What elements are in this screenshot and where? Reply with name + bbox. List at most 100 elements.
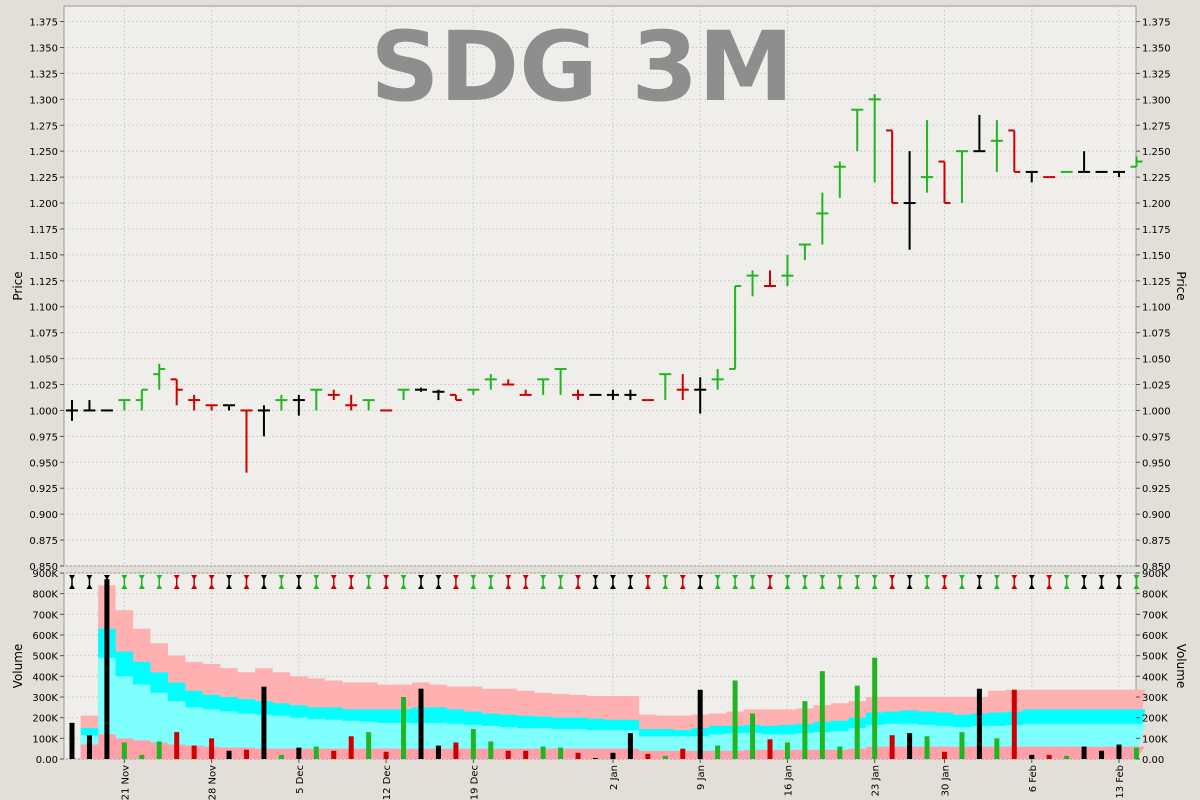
volume-bar [383,751,389,759]
direction-marker-tail [505,584,512,589]
volume-bar [558,747,564,759]
volume-bar [418,688,424,759]
direction-marker-head [400,575,407,580]
direction-marker [69,575,75,589]
price-tick-label: 1.175 [29,225,58,236]
ohlc-bar [310,388,323,411]
price-tick-label: 1.200 [29,199,58,210]
price-tick-label: 0.875 [29,536,58,547]
date-tick-label: 30 Jan [941,765,952,796]
direction-marker-tail [522,584,529,589]
direction-marker-head [679,575,686,580]
direction-marker-head [540,575,547,580]
volume-bar [610,752,616,759]
direction-marker-head [435,575,442,580]
ohlc-bar [83,400,96,412]
ohlc-bar [362,399,375,411]
direction-marker [976,575,983,589]
direction-marker-tail [1081,584,1088,589]
price-bars [66,94,1143,473]
volume-bar [732,680,738,759]
direction-marker-head [1028,575,1035,580]
price-tick-label: 1.175 [1142,225,1171,236]
direction-marker [138,575,145,589]
ohlc-bar [449,393,462,402]
direction-marker-tail [470,584,477,589]
price-tick-label: 0.850 [1142,562,1171,573]
price-axis-label-right: Price [1174,271,1188,300]
direction-marker-head [627,575,634,580]
ohlc-bar [257,405,270,437]
direction-marker-tail [191,584,198,589]
direction-marker [522,575,529,589]
direction-marker [627,575,634,589]
direction-marker-tail [976,584,983,589]
direction-marker [418,575,424,589]
direction-marker [1133,575,1140,589]
ohlc-bar [990,120,1003,172]
direction-marker-head [801,575,808,580]
volume-average-bands [80,585,1146,759]
volume-bar [802,701,808,759]
date-tick-label: 13 Feb [1115,765,1126,799]
direction-marker [714,575,721,589]
volume-tick-label: 0.00 [36,755,58,766]
direction-marker-head [295,575,302,580]
direction-marker [173,575,180,589]
direction-marker-tail [819,584,826,589]
direction-marker-tail [348,584,355,589]
price-tick-label: 1.300 [29,95,58,106]
price-tick-label: 0.925 [1142,484,1171,495]
direction-marker-head [173,575,180,580]
direction-marker-tail [714,584,721,589]
volume-bar [505,750,511,759]
direction-marker [575,575,582,589]
direction-marker [662,575,669,589]
direction-marker [1063,575,1070,589]
direction-marker-head [69,575,75,580]
direction-marker-tail [121,584,128,589]
direction-marker-head [487,575,494,580]
direction-marker-head [365,575,372,580]
direction-marker-head [575,575,582,580]
volume-tick-label: 300K [1142,693,1168,704]
direction-marker-tail [278,584,285,589]
direction-marker [348,575,355,589]
date-tick-label: 19 Dec [469,765,480,800]
volume-bar [139,754,145,759]
direction-marker-head [1081,575,1088,580]
direction-marker-head [592,575,599,580]
price-tick-label: 1.000 [1142,406,1171,417]
direction-marker [365,575,372,589]
volume-tick-label: 700K [1142,610,1168,621]
price-tick-label: 0.875 [1142,536,1171,547]
volume-bar [593,757,598,759]
ohlc-bar [1078,151,1091,173]
ohlc-bar [1025,170,1038,183]
direction-marker [1046,575,1053,589]
direction-marker-head [103,575,110,580]
direction-marker-head [784,575,791,580]
volume-bar [994,738,1000,759]
direction-marker-tail [103,584,110,589]
direction-marker-tail [993,584,1000,589]
direction-marker-tail [1028,584,1035,589]
ohlc-bar [415,387,427,392]
direction-marker-tail [627,584,634,589]
ohlc-bar [572,389,585,401]
direction-marker [941,575,948,589]
direction-marker-tail [1063,584,1070,589]
direction-marker-tail [557,584,564,589]
volume-bar [435,745,441,759]
date-tick-label: 6 Feb [1028,765,1039,792]
volume-tick-label: 600K [1142,631,1168,642]
volume-bars [69,579,1139,759]
volume-band-inner [80,657,1146,759]
volume-bar [662,755,668,759]
direction-marker [226,575,233,589]
volume-tick-label: 200K [1142,714,1168,725]
direction-marker [435,575,442,589]
volume-bar [1064,755,1070,759]
ohlc-bar [467,388,480,395]
